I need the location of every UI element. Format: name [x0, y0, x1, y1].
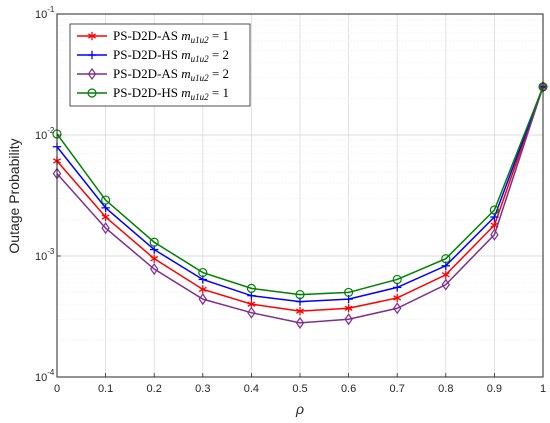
diamond-marker — [490, 228, 499, 241]
y-tick-label: 10-3 — [35, 247, 55, 263]
y-tick-label: 10-1 — [35, 5, 55, 21]
circle-marker — [149, 237, 159, 247]
circle-marker — [441, 254, 451, 264]
legend-entry: PS-D2D-AS mu1u2 = 2 — [113, 66, 229, 83]
x-tick-label: 0.9 — [487, 383, 502, 395]
diamond-marker — [198, 293, 208, 306]
circle-marker — [344, 287, 354, 298]
x-tick-label: 0.6 — [341, 383, 356, 395]
y-axis-label: Outage Probability — [6, 138, 22, 253]
asterisk-marker-stroke — [88, 33, 96, 39]
asterisk-marker-stroke — [393, 295, 402, 301]
circle-marker — [100, 195, 111, 205]
y-tick-label: 10-4 — [35, 368, 55, 384]
legend: PS-D2D-AS mu1u2 = 1 PS-D2D-HS mu1u2 = 2 PS… — [69, 23, 251, 107]
diamond-marker — [101, 222, 110, 235]
legend-entry: PS-D2D-HS mu1u2 = 1 — [113, 85, 229, 102]
asterisk-marker-stroke — [344, 305, 353, 311]
x-tick-label: 0.7 — [390, 383, 405, 395]
circle-marker — [489, 205, 499, 215]
x-tick-label: 0.4 — [244, 383, 259, 395]
x-tick-label: 0.3 — [195, 383, 210, 395]
series-line — [56, 86, 544, 296]
diamond-marker — [295, 316, 305, 329]
asterisk-marker-stroke — [296, 308, 304, 314]
circle-marker — [246, 283, 256, 293]
asterisk-marker-stroke — [101, 214, 110, 220]
diamond-marker — [344, 313, 353, 326]
diamond-marker — [247, 306, 256, 319]
diamond-marker — [392, 302, 402, 315]
tick-layer: 0 0.1 0.2 0.3 0.4 0.5 0.6 0.7 0.8 0.9 1 10-4 10-3 10-… — [35, 5, 546, 395]
diamond-marker — [441, 278, 451, 291]
series-diamond — [52, 80, 548, 329]
x-tick-label: 0.2 — [147, 383, 162, 395]
asterisk-marker-stroke — [490, 222, 499, 228]
asterisk-marker-stroke — [198, 286, 207, 293]
circle-marker — [295, 289, 305, 300]
series-layer — [52, 80, 548, 329]
x-tick-label: 0.8 — [438, 383, 453, 395]
circle-marker — [392, 274, 402, 285]
asterisk-marker-stroke — [247, 301, 256, 307]
series-line — [56, 86, 544, 324]
diamond-marker — [149, 263, 159, 276]
asterisk-marker-stroke — [441, 272, 450, 278]
diamond-marker — [87, 67, 97, 81]
legend-entry: PS-D2D-AS mu1u2 = 1 — [113, 28, 229, 45]
x-axis-label: ρ — [295, 401, 304, 417]
x-tick-label: 1 — [540, 383, 546, 395]
asterisk-marker-stroke — [150, 256, 159, 262]
circle-marker — [87, 88, 97, 98]
x-tick-label: 0.5 — [292, 383, 307, 395]
circle-marker — [198, 267, 208, 278]
x-tick-label: 0.1 — [98, 383, 113, 395]
y-tick-label: 10-2 — [35, 126, 55, 142]
x-tick-label: 0 — [54, 383, 60, 395]
legend-entry: PS-D2D-HS mu1u2 = 2 — [113, 47, 229, 64]
